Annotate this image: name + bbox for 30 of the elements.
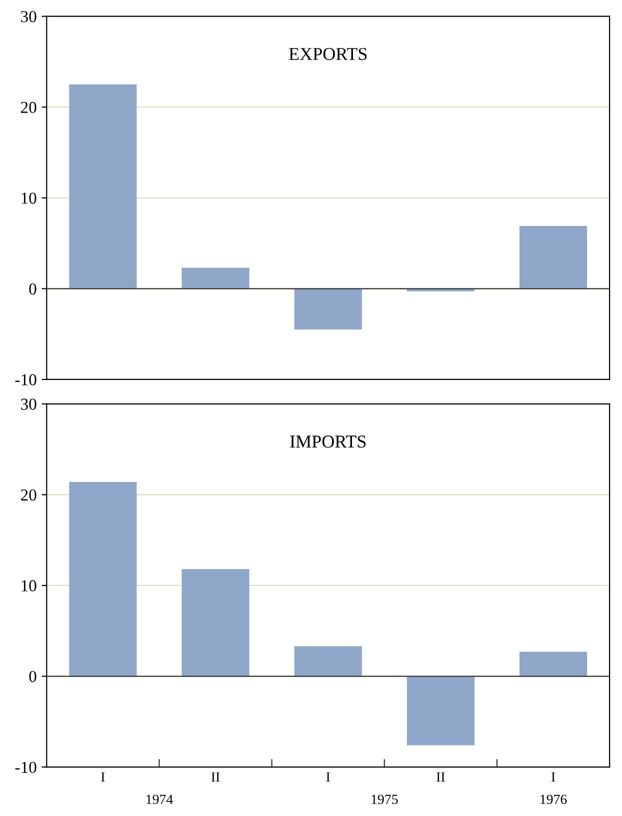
y-tick-label: 10 bbox=[22, 192, 36, 204]
y-tick-label: 0 bbox=[29, 670, 36, 682]
text: IMPORTS bbox=[290, 436, 366, 448]
y-tick-label: 0 bbox=[29, 283, 36, 295]
y-tick-label: 20 bbox=[20, 102, 36, 114]
bar bbox=[69, 482, 137, 676]
bar bbox=[406, 288, 474, 292]
bar bbox=[519, 226, 588, 289]
bar bbox=[182, 268, 250, 289]
y-tick-label: 10 bbox=[22, 580, 36, 592]
y-tick-label: 20 bbox=[20, 489, 36, 501]
y-tick-label: 30 bbox=[21, 398, 36, 410]
bar bbox=[182, 569, 250, 676]
y-tick-label: -10 bbox=[15, 762, 36, 773]
text: 1974 bbox=[146, 794, 173, 804]
y-tick-label: -10 bbox=[15, 374, 36, 386]
bar bbox=[294, 288, 362, 330]
text: EXPORTS bbox=[289, 48, 367, 60]
bar bbox=[69, 84, 137, 289]
bar bbox=[294, 646, 362, 676]
x-tick-label: I bbox=[101, 772, 105, 782]
bar bbox=[406, 676, 474, 746]
text: 1976 bbox=[540, 794, 567, 804]
bar bbox=[519, 652, 588, 676]
x-tick-label: II bbox=[436, 772, 445, 782]
x-tick-label: I bbox=[551, 772, 556, 782]
text: 1975 bbox=[372, 794, 398, 804]
x-tick-label: II bbox=[211, 772, 220, 782]
y-tick-label: 30 bbox=[21, 11, 36, 22]
x-tick-label: I bbox=[326, 772, 330, 782]
